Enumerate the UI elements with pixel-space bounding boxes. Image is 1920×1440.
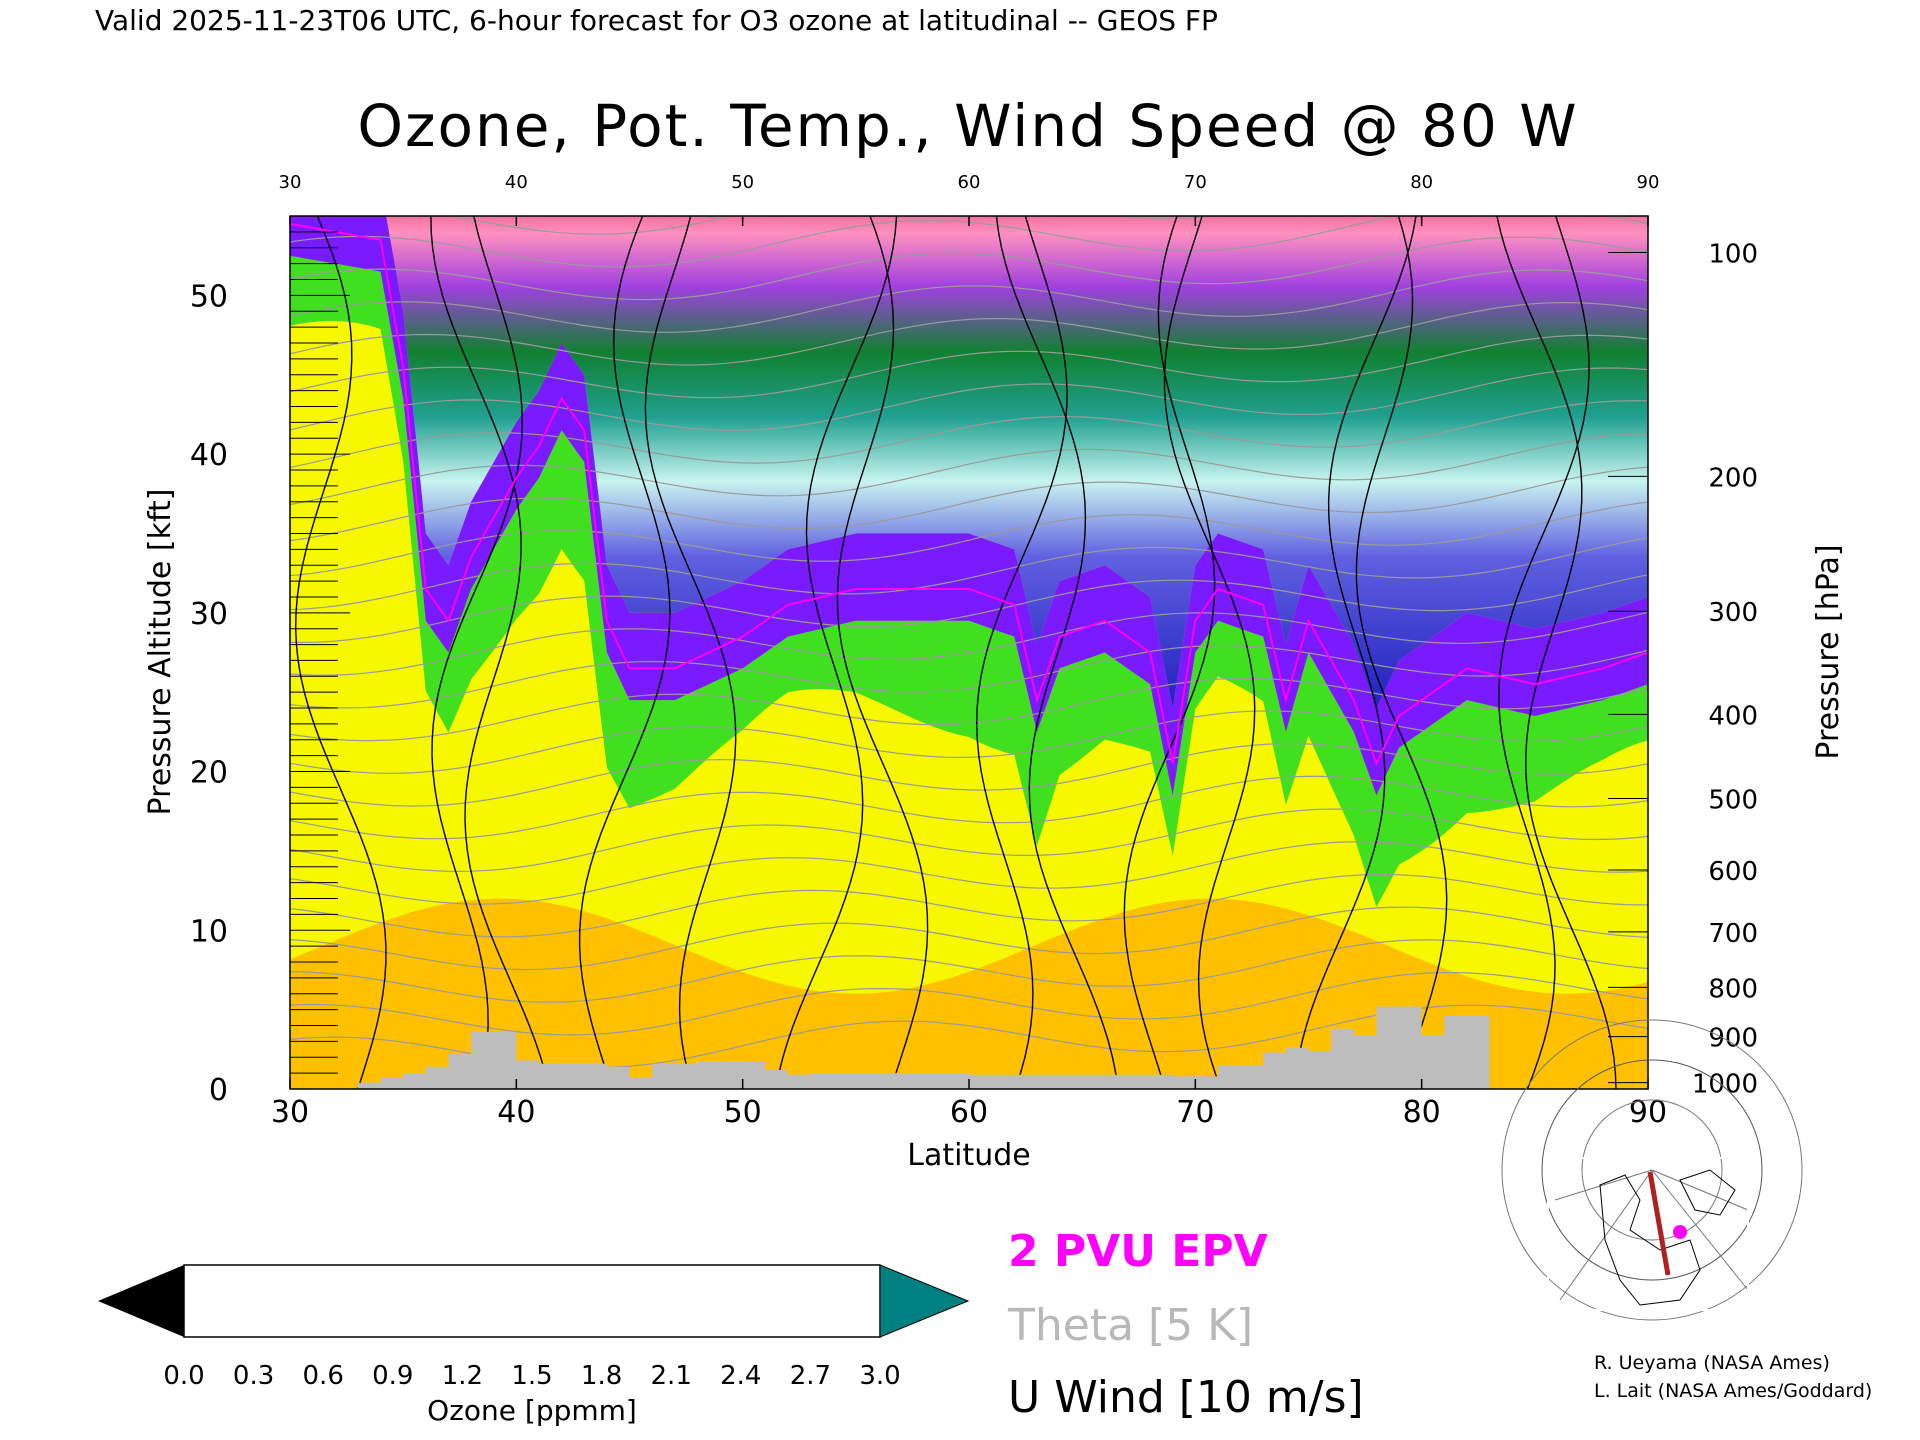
y-axis-left-ticks: 0 10 20 30 40 50 [190,215,350,1108]
wind-contours [294,216,1617,1089]
colorbar-tick-label: 0.6 [303,1361,344,1391]
x-tick-label: 80 [1403,1095,1441,1130]
y-axis-right-ticks: 100 200 300 400 500 600 700 800 900 1000 [1608,240,1758,1100]
pressure-tick-label: 600 [1708,857,1758,887]
x-top-tick-label: 80 [1410,172,1433,193]
colorbar-segments [183,1264,881,1338]
pressure-tick-label: 800 [1708,974,1758,1004]
low-ozone-band [290,320,1648,994]
colorbar-tick-label: 2.1 [651,1361,692,1391]
y2-axis-label: Pressure [hPa] [1811,544,1846,759]
credit-line-2: L. Lait (NASA Ames/Goddard) [1594,1380,1872,1402]
x-top-tick-label: 50 [731,172,754,193]
legend-theta: Theta [5 K] [1007,1300,1253,1351]
credit-line-1: R. Ueyama (NASA Ames) [1594,1352,1830,1374]
pressure-tick-label: 400 [1708,701,1758,731]
x-tick-label: 40 [497,1095,535,1130]
x-axis-top-ticks: 30 40 50 60 70 80 90 [279,172,1660,226]
colorbar-low-arrow [98,1265,184,1337]
y-tick-label: 30 [190,597,228,632]
x-tick-label: 60 [950,1095,988,1130]
surface-terrain [357,1006,1490,1089]
chart-title: Ozone, Pot. Temp., Wind Speed @ 80 W [357,92,1578,160]
tropopause-band [290,216,1648,796]
y-tick-label: 50 [190,279,228,314]
x-top-tick-label: 30 [279,172,302,193]
colorbar-ticks: 0.0 0.3 0.6 0.9 1.2 1.5 1.8 2.1 2.4 2.7 3.0 [163,1361,900,1391]
x-top-tick-label: 40 [505,172,528,193]
y-axis-label: Pressure Altitude [kft] [143,489,178,816]
colorbar-tick-label: 0.3 [233,1361,274,1391]
y-tick-label: 0 [209,1073,228,1108]
pressure-tick-label: 300 [1708,598,1758,628]
x-top-tick-label: 90 [1637,172,1660,193]
pressure-tick-label: 900 [1708,1024,1758,1054]
colorbar-tick-label: 1.2 [442,1361,483,1391]
x-tick-label: 30 [271,1095,309,1130]
theta-contours [290,216,1648,1069]
x-tick-label: 70 [1176,1095,1214,1130]
x-tick-label: 50 [724,1095,762,1130]
x-top-tick-label: 70 [1184,172,1207,193]
legend-epv: 2 PVU EPV [1008,1226,1268,1277]
pressure-tick-label: 1000 [1692,1070,1758,1100]
ozone-field [290,216,1648,1089]
pressure-tick-label: 500 [1708,786,1758,816]
colorbar-tick-label: 3.0 [859,1361,900,1391]
colorbar-label: Ozone [ppmm] [427,1394,637,1427]
colorbar: 0.0 0.3 0.6 0.9 1.2 1.5 1.8 2.1 2.4 2.7 3.0 Ozone … [98,1264,970,1427]
x-axis-label: Latitude [907,1138,1030,1173]
pressure-tick-label: 100 [1708,240,1758,270]
colorbar-tick-label: 2.4 [720,1361,761,1391]
epv-2pvu-contour [290,222,1648,767]
x-axis-bottom-ticks: 30 40 50 60 70 80 90 [271,1079,1667,1130]
colorbar-tick-label: 0.0 [163,1361,204,1391]
x-top-tick-label: 60 [958,172,981,193]
polar-stereographic-map-icon [1501,1019,1803,1321]
header-line: Valid 2025-11-23T06 UTC, 6-hour forecast… [95,4,1218,37]
y-tick-label: 10 [190,914,228,949]
colorbar-tick-label: 1.8 [581,1361,622,1391]
y-tick-label: 40 [190,438,228,473]
legend-wind: U Wind [10 m/s] [1008,1372,1364,1423]
pressure-tick-label: 200 [1708,463,1758,493]
y-tick-label: 20 [190,756,228,791]
colorbar-tick-label: 1.5 [511,1361,552,1391]
colorbar-frame [183,1264,881,1338]
colorbar-tick-label: 2.7 [790,1361,831,1391]
mid-ozone-band [290,255,1648,907]
colorbar-tick-label: 0.9 [372,1361,413,1391]
stratosphere-fill [386,216,1648,709]
pressure-tick-label: 700 [1708,919,1758,949]
colorbar-high-arrow [879,1264,970,1338]
